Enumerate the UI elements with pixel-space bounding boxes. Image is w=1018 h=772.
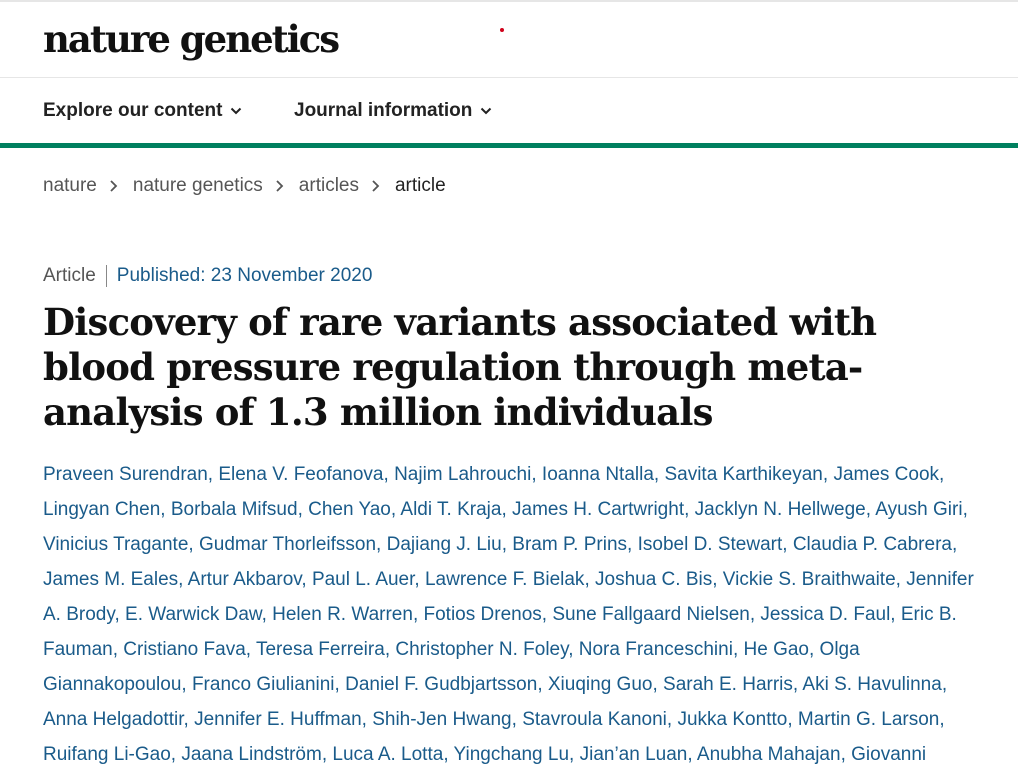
author-link[interactable]: Fotios Drenos — [423, 604, 542, 625]
chevron-down-icon — [231, 107, 242, 115]
author-link[interactable]: Vickie S. Braithwaite — [722, 569, 896, 590]
author-link[interactable]: Borbala Mifsud — [170, 499, 298, 520]
author-link[interactable]: Luca A. Lotta — [332, 744, 444, 765]
author-link[interactable]: James M. Eales — [43, 569, 179, 590]
article-type: Article — [43, 265, 107, 287]
author-link[interactable]: Dajiang J. Liu — [386, 534, 502, 555]
site-header: nature genetics — [0, 0, 1018, 78]
author-link[interactable]: Ruifang Li-Gao — [43, 744, 171, 765]
author-link[interactable]: Jaana Lindström — [181, 744, 322, 765]
breadcrumb-nature-genetics[interactable]: nature genetics — [132, 175, 263, 196]
chevron-right-icon — [276, 180, 284, 192]
author-link[interactable]: Jessica D. Faul — [760, 604, 891, 625]
author-link[interactable]: Christopher N. Foley — [395, 639, 569, 660]
author-link[interactable]: Teresa Ferreira — [255, 639, 385, 660]
author-link[interactable]: Artur Akbarov — [187, 569, 302, 590]
author-link[interactable]: Isobel D. Stewart — [637, 534, 783, 555]
journal-logo[interactable]: nature genetics — [43, 17, 340, 61]
breadcrumb-nature[interactable]: nature — [43, 175, 97, 196]
author-link[interactable]: Paul L. Auer — [311, 569, 415, 590]
author-link[interactable]: Stavroula Kanoni — [522, 709, 667, 730]
author-link[interactable]: Giovanni — [851, 744, 927, 765]
published-date: Published: 23 November 2020 — [116, 265, 373, 286]
author-link[interactable]: Helen R. Warren — [272, 604, 413, 625]
author-link[interactable]: Sarah E. Harris — [663, 674, 793, 695]
author-link[interactable]: Ayush Giri — [875, 499, 963, 520]
author-link[interactable]: Xiuqing Guo — [547, 674, 653, 695]
author-link[interactable]: Ioanna Ntalla — [541, 464, 654, 485]
author-link[interactable]: Anna Helgadottir — [43, 709, 184, 730]
author-link[interactable]: Daniel F. Gudbjartsson — [345, 674, 538, 695]
breadcrumb-articles[interactable]: articles — [298, 175, 359, 196]
author-link[interactable]: Claudia P. Cabrera — [792, 534, 952, 555]
author-link[interactable]: Aldi T. Kraja — [400, 499, 502, 520]
author-link[interactable]: Chen Yao — [308, 499, 391, 520]
main-nav: Explore our content Journal information — [0, 78, 1018, 144]
nav-journal-information[interactable]: Journal information — [294, 100, 492, 122]
author-link[interactable]: Jukka Kontto — [677, 709, 788, 730]
author-link[interactable]: Lawrence F. Bielak — [424, 569, 585, 590]
author-link[interactable]: James H. Cartwright — [512, 499, 685, 520]
author-link[interactable]: Joshua C. Bis — [595, 569, 713, 590]
author-link[interactable]: Lingyan Chen — [43, 499, 161, 520]
breadcrumb-current: article — [394, 175, 446, 196]
author-link[interactable]: Nora Franceschini — [578, 639, 733, 660]
author-link[interactable]: Eric B. Fauman — [43, 604, 957, 660]
author-link[interactable]: Martin G. Larson — [797, 709, 940, 730]
article-title: Discovery of rare variants associated wi… — [43, 300, 877, 434]
nav-explore-our-content[interactable]: Explore our content — [43, 100, 242, 122]
author-link[interactable]: Gudmar Thorleifsson — [198, 534, 377, 555]
author-link[interactable]: Sune Fallgaard Nielsen — [552, 604, 750, 625]
accent-divider — [0, 143, 1018, 148]
breadcrumb: nature nature genetics articles article — [43, 175, 446, 197]
nav-journal-label: Journal information — [294, 100, 473, 121]
author-link[interactable]: E. Warwick Daw — [125, 604, 262, 625]
chevron-right-icon — [110, 180, 118, 192]
author-link[interactable]: Bram P. Prins — [512, 534, 628, 555]
nav-explore-label: Explore our content — [43, 100, 223, 121]
chevron-down-icon — [481, 107, 492, 115]
author-link[interactable]: Franco Giulianini — [191, 674, 335, 695]
author-link[interactable]: Jacklyn N. Hellwege — [694, 499, 866, 520]
author-list: Praveen Surendran, Elena V. Feofanova, N… — [43, 464, 974, 765]
author-link[interactable]: Anubha Mahajan — [696, 744, 841, 765]
author-link[interactable]: Najim Lahrouchi — [394, 464, 532, 485]
article-meta: Article Published: 23 November 2020 — [43, 265, 372, 287]
red-dot-marker — [500, 28, 504, 32]
author-link[interactable]: Praveen Surendran — [43, 464, 208, 485]
author-link[interactable]: He Gao — [743, 639, 809, 660]
author-link[interactable]: Elena V. Feofanova — [218, 464, 384, 485]
chevron-right-icon — [372, 180, 380, 192]
author-link[interactable]: Aki S. Havulinna — [802, 674, 942, 695]
author-link[interactable]: Vinicius Tragante — [43, 534, 189, 555]
author-link[interactable]: Savita Karthikeyan — [664, 464, 823, 485]
author-link[interactable]: Olga Giannakopoulou — [43, 639, 860, 695]
author-link[interactable]: Shih-Jen Hwang — [372, 709, 512, 730]
author-link[interactable]: Jian’an Luan — [579, 744, 688, 765]
author-link[interactable]: Cristiano Fava — [123, 639, 246, 660]
author-link[interactable]: Yingchang Lu — [453, 744, 570, 765]
author-link[interactable]: Jennifer E. Huffman — [194, 709, 362, 730]
author-link[interactable]: Jennifer A. Brody — [43, 569, 974, 625]
author-link[interactable]: James Cook — [833, 464, 940, 485]
